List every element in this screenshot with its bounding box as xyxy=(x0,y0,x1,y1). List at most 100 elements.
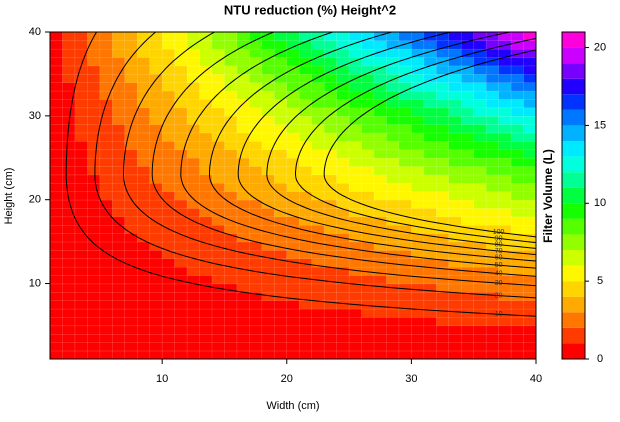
contour-cell xyxy=(411,157,425,167)
contour-cell xyxy=(373,358,388,359)
contour-cell xyxy=(348,291,363,301)
contour-cell xyxy=(62,73,76,83)
contour-cell xyxy=(498,316,512,327)
contour-cell xyxy=(74,165,89,176)
contour-cell xyxy=(448,174,462,184)
contour-cell xyxy=(348,316,363,327)
contour-cell xyxy=(62,98,76,109)
contour-cell xyxy=(224,291,238,301)
contour-cell xyxy=(124,132,138,142)
contour-cell xyxy=(460,216,475,226)
contour-cell xyxy=(436,291,450,301)
contour-cell xyxy=(174,283,188,293)
contour-cell xyxy=(398,48,413,58)
contour-cell xyxy=(460,199,475,209)
contour-cell xyxy=(99,224,113,234)
colorbar-swatch xyxy=(562,109,585,126)
colorbar-swatch xyxy=(562,32,585,48)
contour-cell xyxy=(411,140,425,151)
contour-cell xyxy=(224,358,238,359)
contour-cell xyxy=(124,157,138,167)
contour-cell xyxy=(112,291,126,301)
contour-cell xyxy=(199,48,213,58)
contour-cell xyxy=(211,316,226,327)
contour-cell xyxy=(348,132,363,142)
contour-cell xyxy=(348,157,363,167)
contour-cell xyxy=(161,40,176,50)
contour-cell xyxy=(149,207,163,218)
contour-cell xyxy=(485,157,500,167)
contour-cell xyxy=(249,358,263,359)
contour-cell xyxy=(249,199,263,209)
contour-cell xyxy=(373,165,388,176)
contour-cell xyxy=(124,174,138,184)
contour-cell xyxy=(161,32,176,42)
contour-cell xyxy=(485,98,500,109)
contour-cell xyxy=(199,216,213,226)
contour-cell xyxy=(161,358,176,359)
contour-cell xyxy=(398,316,413,327)
contour-cell xyxy=(136,132,151,142)
contour-cell xyxy=(149,316,163,327)
contour-cell xyxy=(485,300,500,310)
contour-cell xyxy=(149,65,163,75)
contour-cell xyxy=(236,123,251,134)
contour-cell xyxy=(50,191,64,201)
contour-cell xyxy=(510,107,525,117)
contour-cell xyxy=(523,316,536,327)
contour-cell xyxy=(498,358,512,359)
contour-line xyxy=(266,32,536,249)
colorbar-swatch xyxy=(562,187,585,204)
contour-cell xyxy=(199,291,213,301)
contour-cell xyxy=(348,123,363,134)
contour-cell xyxy=(336,333,350,343)
contour-cell xyxy=(361,350,375,359)
contour-cell xyxy=(149,191,163,201)
contour-cell xyxy=(87,341,101,352)
contour-cell xyxy=(311,283,325,293)
contour-cell xyxy=(149,56,163,67)
contour-cell xyxy=(286,283,300,293)
contour-cell xyxy=(361,157,375,167)
contour-cell xyxy=(436,325,450,335)
y-axis-label: Height (cm) xyxy=(3,168,15,225)
contour-cell xyxy=(211,291,226,301)
contour-cell xyxy=(510,325,525,335)
contour-cell xyxy=(423,358,437,359)
contour-cell xyxy=(386,123,400,134)
contour-cell xyxy=(199,308,213,318)
contour-cell xyxy=(149,350,163,359)
contour-cell xyxy=(224,224,238,234)
contour-cell xyxy=(311,291,325,301)
colorbar-swatch xyxy=(562,265,585,282)
contour-cell xyxy=(286,132,300,142)
contour-cell xyxy=(460,325,475,335)
contour-cell xyxy=(124,107,138,117)
contour-cell xyxy=(112,157,126,167)
colorbar-swatch xyxy=(562,343,585,359)
contour-cell xyxy=(50,341,51,352)
contour-cell xyxy=(398,107,413,117)
contour-cell xyxy=(149,300,163,310)
contour-cell xyxy=(186,98,201,109)
contour-cell xyxy=(199,325,213,335)
contour-cell xyxy=(448,32,462,42)
contour-cell xyxy=(50,224,51,234)
contour-cell xyxy=(436,132,450,142)
contour-cell xyxy=(249,73,263,83)
contour-cell xyxy=(62,300,76,310)
contour-cell xyxy=(236,132,251,142)
contour-cell xyxy=(398,291,413,301)
contour-cell xyxy=(348,358,363,359)
contour-cell xyxy=(398,123,413,134)
contour-cell xyxy=(361,308,375,318)
contour-cell xyxy=(373,199,388,209)
contour-cell xyxy=(274,157,288,167)
contour-cell xyxy=(485,115,500,125)
contour-cell xyxy=(87,199,101,209)
contour-cell xyxy=(386,308,400,318)
contour-cell xyxy=(436,341,450,352)
contour-cell xyxy=(211,40,226,50)
contour-cell xyxy=(323,325,338,335)
contour-cell xyxy=(274,182,288,192)
